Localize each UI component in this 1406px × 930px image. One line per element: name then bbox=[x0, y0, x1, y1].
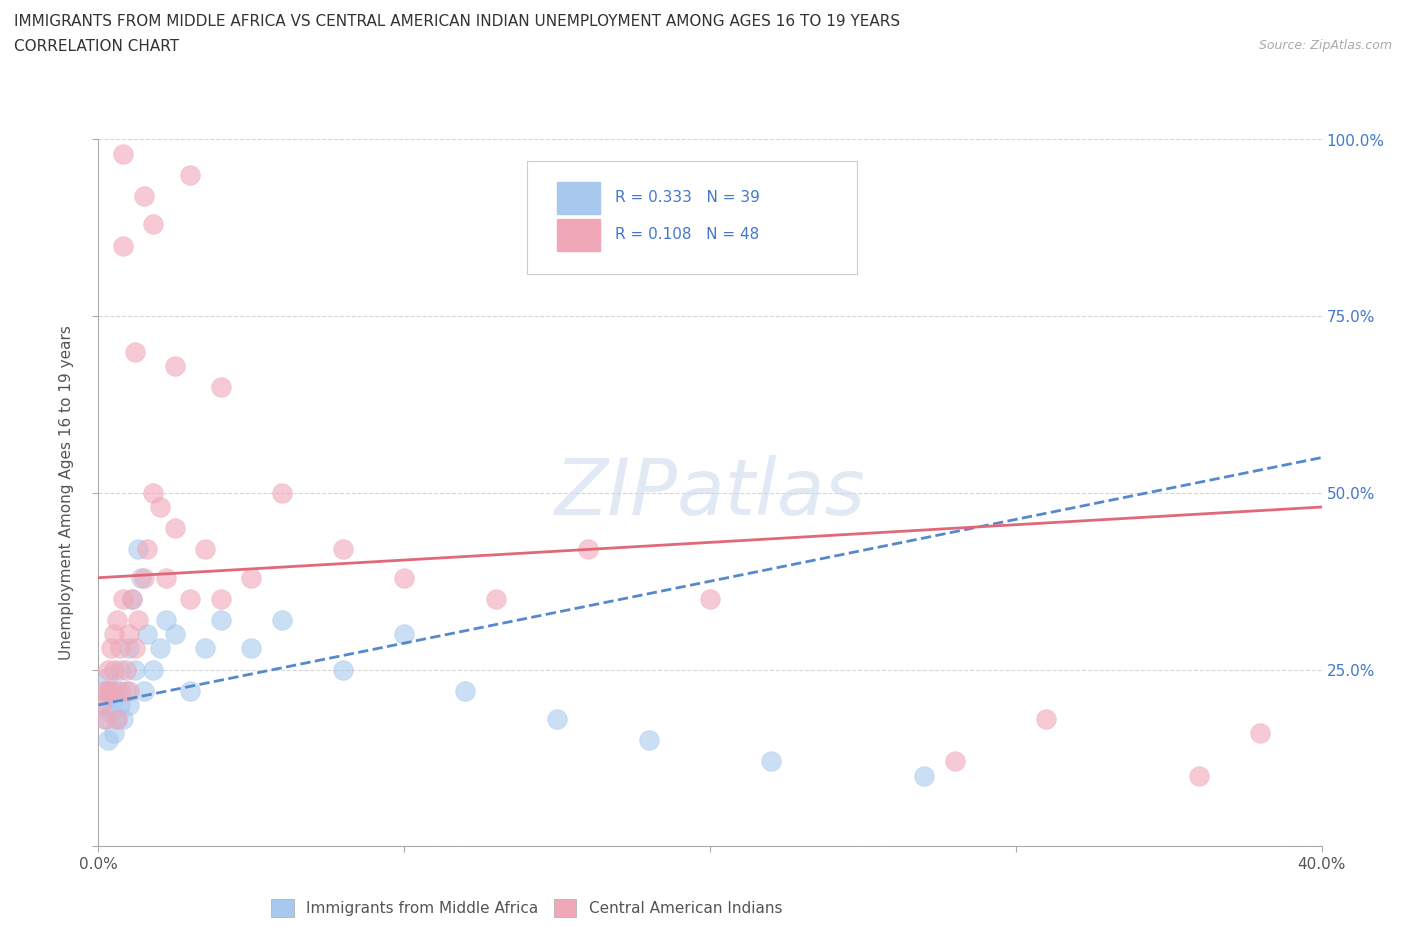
Point bbox=[163, 521, 186, 536]
Point bbox=[105, 711, 128, 726]
Text: R = 0.333   N = 39: R = 0.333 N = 39 bbox=[614, 190, 759, 205]
Point bbox=[194, 542, 217, 557]
Point bbox=[124, 662, 146, 677]
Point bbox=[332, 662, 354, 677]
Point bbox=[103, 725, 125, 740]
Point bbox=[108, 698, 131, 712]
Point bbox=[209, 379, 232, 394]
Point bbox=[155, 570, 177, 585]
Point bbox=[97, 733, 120, 748]
Text: Source: ZipAtlas.com: Source: ZipAtlas.com bbox=[1258, 39, 1392, 52]
Point bbox=[108, 662, 131, 677]
Point bbox=[115, 684, 138, 698]
Point bbox=[90, 698, 112, 712]
Point bbox=[142, 485, 165, 500]
Text: CORRELATION CHART: CORRELATION CHART bbox=[14, 39, 179, 54]
Point bbox=[93, 684, 115, 698]
Point bbox=[100, 684, 122, 698]
Point bbox=[485, 591, 508, 606]
Point bbox=[118, 641, 141, 656]
Point bbox=[111, 711, 134, 726]
Point bbox=[108, 684, 131, 698]
Point bbox=[699, 591, 721, 606]
Point bbox=[209, 613, 232, 628]
Point bbox=[118, 698, 141, 712]
Point bbox=[103, 662, 125, 677]
Point bbox=[136, 627, 159, 642]
Point bbox=[392, 627, 416, 642]
Point bbox=[103, 690, 125, 705]
Point bbox=[332, 542, 354, 557]
Point bbox=[108, 641, 131, 656]
Point bbox=[163, 358, 186, 373]
Point bbox=[179, 684, 201, 698]
Point bbox=[118, 684, 141, 698]
Point bbox=[240, 570, 263, 585]
Point bbox=[912, 768, 935, 783]
Point bbox=[100, 684, 122, 698]
Point bbox=[1188, 768, 1211, 783]
Point bbox=[1249, 725, 1271, 740]
Point bbox=[100, 705, 122, 720]
Point bbox=[163, 627, 186, 642]
Point bbox=[142, 662, 165, 677]
Point bbox=[111, 146, 134, 161]
Point bbox=[142, 217, 165, 232]
Text: IMMIGRANTS FROM MIDDLE AFRICA VS CENTRAL AMERICAN INDIAN UNEMPLOYMENT AMONG AGES: IMMIGRANTS FROM MIDDLE AFRICA VS CENTRAL… bbox=[14, 14, 900, 29]
Point bbox=[129, 570, 152, 585]
Point bbox=[270, 613, 292, 628]
Point bbox=[115, 662, 138, 677]
Point bbox=[1035, 711, 1057, 726]
Point bbox=[637, 733, 661, 748]
Point bbox=[134, 570, 156, 585]
Point bbox=[121, 591, 143, 606]
Point bbox=[759, 754, 782, 769]
Point bbox=[93, 711, 115, 726]
Point bbox=[90, 698, 112, 712]
Point bbox=[124, 344, 146, 359]
Text: ZIPatlas: ZIPatlas bbox=[554, 455, 866, 531]
Point bbox=[136, 542, 159, 557]
Bar bbox=[557, 219, 600, 251]
Point bbox=[134, 189, 156, 204]
Point bbox=[209, 591, 232, 606]
Point bbox=[97, 662, 120, 677]
Point bbox=[179, 591, 201, 606]
Point bbox=[93, 711, 115, 726]
Point bbox=[121, 591, 143, 606]
Point bbox=[943, 754, 966, 769]
FancyBboxPatch shape bbox=[526, 161, 856, 273]
Point bbox=[100, 641, 122, 656]
Point bbox=[240, 641, 263, 656]
Point bbox=[134, 684, 156, 698]
Point bbox=[127, 613, 149, 628]
Point bbox=[93, 684, 115, 698]
Point bbox=[270, 485, 292, 500]
Point bbox=[127, 542, 149, 557]
Point bbox=[103, 627, 125, 642]
Point bbox=[105, 684, 128, 698]
Bar bbox=[557, 182, 600, 214]
Point bbox=[194, 641, 217, 656]
Point bbox=[149, 499, 172, 514]
Point bbox=[546, 711, 568, 726]
Point bbox=[155, 613, 177, 628]
Point bbox=[97, 670, 120, 684]
Point bbox=[105, 613, 128, 628]
Y-axis label: Unemployment Among Ages 16 to 19 years: Unemployment Among Ages 16 to 19 years bbox=[59, 326, 75, 660]
Point bbox=[179, 167, 201, 182]
Legend: Immigrants from Middle Africa, Central American Indians: Immigrants from Middle Africa, Central A… bbox=[264, 893, 789, 923]
Point bbox=[105, 711, 128, 726]
Point bbox=[392, 570, 416, 585]
Point bbox=[118, 627, 141, 642]
Point bbox=[111, 238, 134, 253]
Point bbox=[576, 542, 599, 557]
Point bbox=[454, 684, 477, 698]
Point bbox=[111, 591, 134, 606]
Point bbox=[97, 684, 120, 698]
Point bbox=[124, 641, 146, 656]
Text: R = 0.108   N = 48: R = 0.108 N = 48 bbox=[614, 228, 759, 243]
Point bbox=[149, 641, 172, 656]
